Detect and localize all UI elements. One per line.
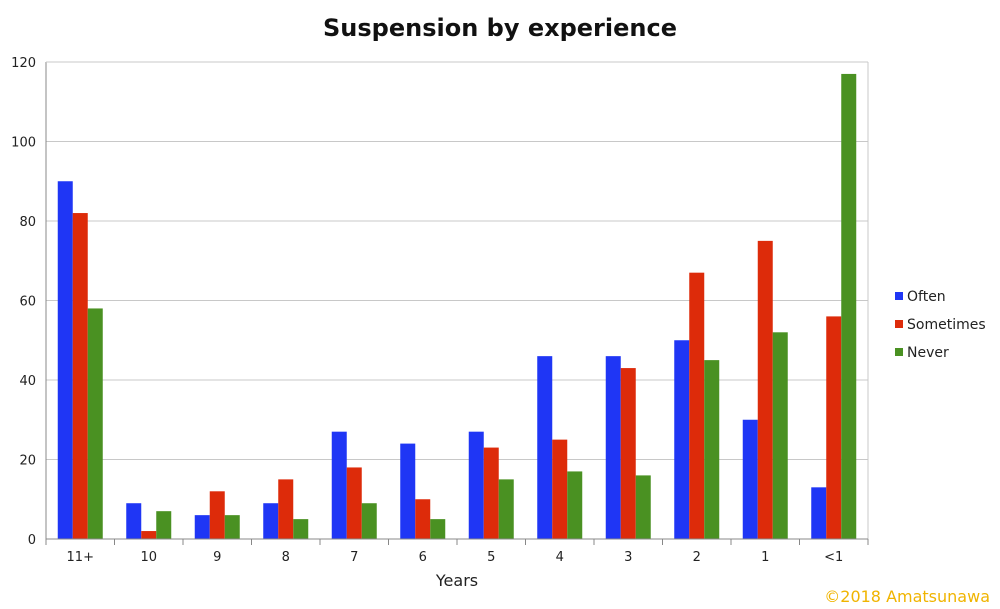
bar-often-1 [742, 419, 758, 539]
y-tick-label: 100 [11, 136, 36, 151]
y-tick-label: 80 [19, 215, 36, 230]
x-tick-label: 1 [761, 550, 769, 565]
y-tick-label: 20 [19, 454, 36, 469]
bar-never-9 [224, 515, 240, 539]
bar-often-5 [468, 431, 484, 539]
x-tick-label: 11+ [67, 550, 94, 565]
bar-sometimes-10 [141, 531, 157, 539]
bar-sometimes-3 [620, 368, 636, 539]
bar-often-2 [674, 340, 690, 539]
bar-often-9 [194, 515, 210, 539]
bar-often-10 [126, 503, 142, 539]
y-tick-label: 40 [19, 374, 36, 389]
bar-never-8 [293, 519, 309, 539]
y-tick-label: 120 [11, 56, 36, 71]
legend-label-sometimes: Sometimes [907, 317, 986, 333]
y-axis-ticks: 0 20 40 60 80 100 120 [11, 56, 36, 548]
bar-never-4 [567, 471, 583, 539]
bar-never-7 [361, 503, 377, 539]
bar-sometimes-4 [552, 439, 568, 539]
x-tick-label: 8 [282, 550, 290, 565]
legend-label-often: Often [907, 289, 946, 305]
legend-swatch-never [895, 348, 903, 356]
x-tick-label: <1 [824, 550, 843, 565]
x-axis-title: Years [435, 571, 478, 590]
x-tick-label: 10 [140, 550, 157, 565]
x-tick-label: 5 [487, 550, 495, 565]
x-tick-label: 4 [556, 550, 564, 565]
bars [57, 73, 857, 540]
bar-never-1 [772, 332, 788, 539]
chart-title: Suspension by experience [323, 14, 677, 42]
x-tick-label: 7 [350, 550, 358, 565]
y-tick-label: 60 [19, 295, 36, 310]
bar-often-11+ [57, 181, 73, 539]
bar-sometimes-11+ [72, 213, 88, 540]
bar-sometimes-<1 [826, 316, 842, 539]
bar-never-10 [156, 511, 172, 539]
legend: Often Sometimes Never [895, 289, 986, 361]
legend-swatch-often [895, 292, 903, 300]
bar-never-5 [498, 479, 514, 539]
x-tick-label: 9 [213, 550, 221, 565]
bar-never-2 [704, 360, 720, 539]
legend-label-never: Never [907, 345, 949, 361]
bar-often-3 [605, 356, 621, 539]
bar-sometimes-5 [483, 447, 499, 539]
bar-often-<1 [811, 487, 827, 539]
y-tick-label: 0 [28, 533, 36, 548]
gridlines [46, 61, 868, 460]
x-axis-ticks: 11+ 10 9 8 7 6 5 4 3 2 1 <1 [45, 539, 869, 565]
bar-often-7 [331, 431, 347, 539]
x-tick-label: 6 [419, 550, 427, 565]
x-tick-label: 3 [624, 550, 632, 565]
legend-swatch-sometimes [895, 320, 903, 328]
x-tick-label: 2 [693, 550, 701, 565]
bar-sometimes-6 [415, 499, 431, 539]
bar-never-<1 [841, 73, 857, 540]
bar-sometimes-1 [757, 240, 773, 539]
bar-sometimes-9 [209, 491, 225, 539]
bar-sometimes-7 [346, 467, 362, 539]
bar-sometimes-2 [689, 272, 705, 539]
bar-never-3 [635, 475, 651, 539]
copyright-text: ©2018 Amatsunawa [824, 587, 990, 606]
bar-never-11+ [87, 308, 103, 539]
bar-often-4 [537, 356, 553, 539]
bar-never-6 [430, 519, 446, 539]
bar-often-8 [263, 503, 279, 539]
bar-sometimes-8 [278, 479, 294, 539]
bar-often-6 [400, 443, 416, 539]
